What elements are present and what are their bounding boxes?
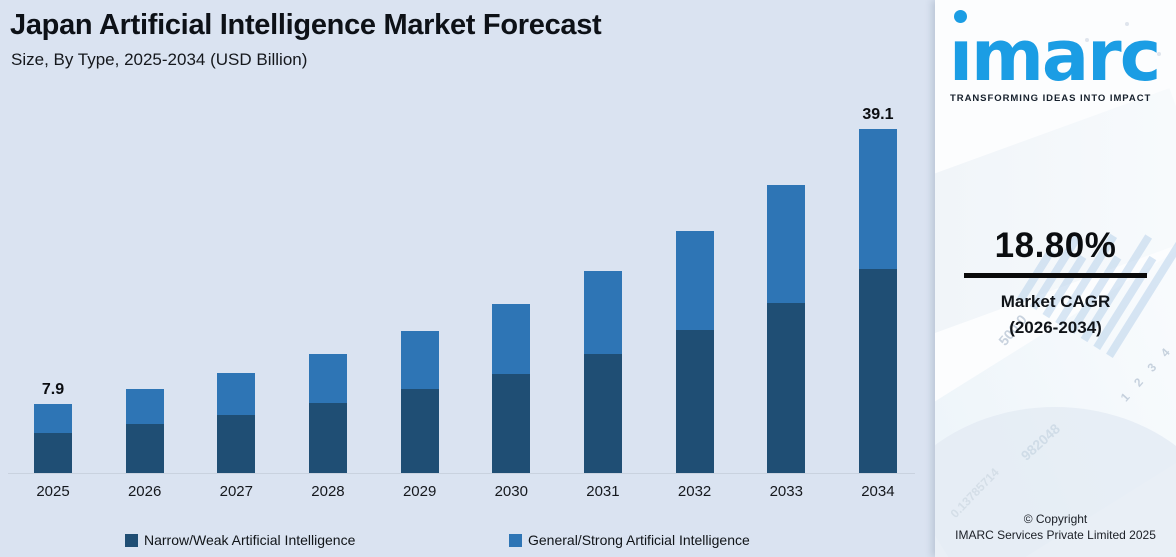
bar-segment-narrow-weak-2034 [858, 269, 897, 474]
x-axis-label-2026: 2026 [127, 483, 162, 500]
x-axis-label-2029: 2029 [402, 483, 437, 500]
bar-group-2031: 2031 [583, 271, 622, 500]
bar-segment-narrow-weak-2030 [492, 373, 531, 474]
bar-group-2025: 7.9 2025 [34, 381, 72, 500]
bar-segment-narrow-weak-2027 [217, 414, 256, 474]
watermark-text: 982048 [1017, 420, 1064, 464]
imarc-wordmark-text: ımarc [949, 15, 1161, 97]
copyright-line2: IMARC Services Private Limited 2025 [955, 527, 1156, 542]
legend-swatch-general-strong [509, 533, 522, 547]
bar-total-label-2034: 39.1 [862, 106, 894, 124]
x-axis-label-2031: 2031 [586, 483, 620, 500]
x-axis-label-2027: 2027 [219, 483, 253, 500]
legend-item-narrow-weak: Narrow/Weak Artificial Intelligence [125, 532, 355, 548]
bar-segment-general-strong-2030 [492, 303, 531, 374]
bar-segment-narrow-weak-2026 [125, 423, 164, 474]
bar-group-2033: 2033 [767, 184, 806, 500]
bar-segment-general-strong-2032 [675, 230, 714, 331]
x-axis-label-2030: 2030 [494, 483, 528, 500]
bar-segment-narrow-weak-2033 [767, 302, 806, 474]
bar-group-2030: 2030 [492, 303, 531, 500]
x-axis-label-2032: 2032 [677, 483, 712, 500]
bar-segment-general-strong-2027 [217, 373, 256, 415]
bar-group-2034: 39.1 2034 [858, 106, 897, 500]
bar-segment-narrow-weak-2031 [583, 354, 622, 474]
cagr-value: 18.80% [994, 226, 1117, 265]
bar-segment-general-strong-2028 [308, 354, 347, 404]
bar-segment-general-strong-2031 [583, 271, 622, 354]
bar-segment-narrow-weak-2028 [308, 403, 347, 474]
x-axis-label-2028: 2028 [311, 483, 345, 500]
bar-segment-narrow-weak-2032 [675, 330, 714, 474]
cagr-block: 18.80% Market CAGR (2026-2034) [935, 226, 1176, 338]
legend-label-general-strong: General/Strong Artificial Intelligence [528, 532, 750, 548]
legend-swatch-narrow-weak [125, 533, 138, 547]
bar-segment-narrow-weak-2029 [400, 389, 439, 474]
copyright-line1: © Copyright [1023, 512, 1088, 526]
cagr-label: Market CAGR [1000, 292, 1111, 311]
imarc-logo-dot-icon [954, 10, 967, 23]
x-axis-label-2034: 2034 [861, 483, 895, 500]
cagr-divider [964, 273, 1147, 278]
copyright-notice: © Copyright IMARC Services Private Limit… [935, 512, 1176, 544]
bar-segment-narrow-weak-2025 [34, 432, 72, 474]
bar-segment-general-strong-2026 [125, 389, 164, 424]
x-axis-line [8, 473, 915, 474]
cagr-period: (2026-2034) [1009, 318, 1102, 337]
plot-area: 7.9 2025 2026 2027 2028 2029 2030 2031 2032 2033 3… [34, 94, 897, 500]
bar-group-2032: 2032 [675, 230, 714, 500]
chart-section: Japan Artificial Intelligence Market For… [8, 9, 915, 548]
bar-segment-general-strong-2025 [34, 404, 72, 433]
bar-total-label-2025: 7.9 [41, 381, 65, 399]
brand-tagline: TRANSFORMING IDEAS INTO IMPACT [950, 93, 1152, 104]
page-subtitle: Size, By Type, 2025-2034 (USD Billion) [11, 50, 308, 69]
bar-group-2029: 2029 [400, 331, 439, 500]
bar-segment-general-strong-2034 [858, 129, 897, 270]
x-axis-label-2033: 2033 [769, 483, 803, 500]
x-axis-label-2025: 2025 [36, 483, 70, 500]
page-title: Japan Artificial Intelligence Market For… [10, 9, 602, 41]
bar-group-2027: 2027 [217, 373, 256, 500]
legend-label-narrow-weak: Narrow/Weak Artificial Intelligence [144, 532, 356, 548]
bar-segment-general-strong-2029 [400, 331, 439, 390]
legend-item-general-strong: General/Strong Artificial Intelligence [509, 532, 750, 548]
watermark-text: 1 2 3 4 [1117, 341, 1176, 405]
bar-group-2028: 2028 [308, 354, 347, 500]
bar-segment-general-strong-2033 [767, 184, 806, 303]
bar-group-2026: 2026 [125, 389, 164, 500]
brand-panel: 500.0 1 2 3 4 982048 0.13785714 ımarc TR… [935, 0, 1176, 557]
